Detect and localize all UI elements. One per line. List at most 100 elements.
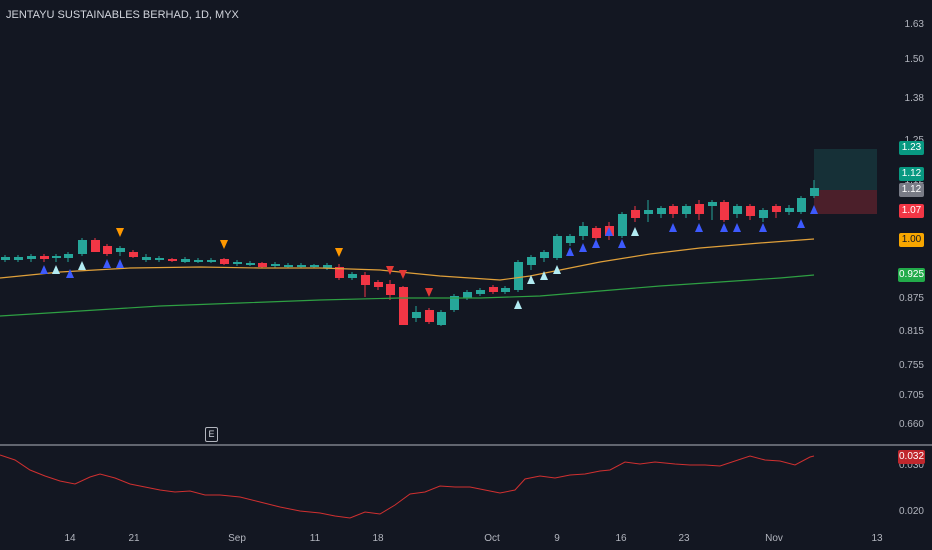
sell-signal-triangle	[386, 266, 394, 275]
buy-signal-triangle	[733, 223, 741, 232]
buy-signal-triangle	[605, 227, 613, 236]
candle-body	[207, 260, 216, 262]
time-tick-label: Sep	[228, 533, 246, 544]
price-tick-label: 0.875	[898, 293, 924, 304]
sell-signal-triangle	[116, 228, 124, 237]
buy-signal-triangle	[566, 247, 574, 256]
candle-body	[361, 275, 370, 285]
candle-body	[720, 202, 729, 220]
candle-body	[246, 263, 255, 265]
candle-body	[103, 246, 112, 254]
candle-body	[374, 282, 383, 287]
sell-signal-triangle	[335, 248, 343, 257]
target-zone	[814, 149, 877, 190]
buy-signal-triangle	[759, 223, 767, 232]
candle-body	[631, 210, 640, 218]
buy-signal-triangle	[40, 265, 48, 274]
candle-body	[785, 208, 794, 212]
stop-price-tag: 1.07	[899, 204, 924, 218]
moving-average-fast	[0, 238, 815, 281]
candle-body	[335, 267, 344, 278]
target-price-tag: 1.23	[899, 141, 924, 155]
candle-body	[271, 264, 280, 266]
indicator-line	[0, 454, 815, 519]
candle-body	[566, 236, 575, 243]
candle-body	[323, 265, 332, 268]
candle-body	[348, 274, 357, 278]
buy-signal-triangle	[810, 205, 818, 214]
candle-body	[682, 206, 691, 214]
indicator-tick-label: 0.020	[898, 506, 924, 517]
price-tick-label: 0.705	[898, 390, 924, 401]
candle-body	[284, 265, 293, 267]
candle-body	[733, 206, 742, 214]
buy-signal-triangle	[116, 259, 124, 268]
candle-body	[91, 240, 100, 252]
ma-slow-tag: 0.925	[898, 268, 925, 282]
candle-body	[810, 188, 819, 196]
price-tick-label: 0.660	[898, 419, 924, 430]
candle-body	[399, 287, 408, 325]
price-tick-label: 1.38	[904, 93, 924, 104]
candle-body	[194, 260, 203, 262]
candle-body	[476, 290, 485, 294]
buy-signal-triangle	[695, 223, 703, 232]
candle-body	[463, 292, 472, 298]
candle-body	[220, 259, 229, 264]
candle-body	[669, 206, 678, 214]
sell-signal-triangle	[220, 240, 228, 249]
moving-average-slow	[0, 274, 815, 317]
candle-body	[437, 312, 446, 325]
candle-body	[78, 240, 87, 254]
buy-signal-triangle	[553, 265, 561, 274]
indicator-value-tag: 0.032	[898, 450, 925, 464]
candle-body	[129, 252, 138, 257]
price-tick-label: 1.25	[905, 135, 924, 146]
candle-body	[14, 257, 23, 260]
candle-body	[233, 262, 242, 264]
price-tick-label: 0.755	[898, 360, 924, 371]
time-tick-label: 11	[309, 533, 321, 544]
candle-body	[155, 258, 164, 260]
stop-zone	[814, 190, 877, 214]
candle-body	[310, 265, 319, 267]
buy-signal-triangle	[527, 275, 535, 284]
buy-signal-triangle	[103, 259, 111, 268]
candle-body	[514, 262, 523, 290]
candle-body	[501, 288, 510, 292]
time-tick-label: 13	[871, 533, 883, 544]
sell-signal-triangle	[425, 288, 433, 297]
candle-body	[450, 296, 459, 310]
candle-body	[772, 206, 781, 212]
candle-body	[644, 210, 653, 214]
time-tick-label: 18	[372, 533, 384, 544]
candle-body	[297, 265, 306, 267]
candle-body	[695, 204, 704, 214]
buy-signal-triangle	[720, 223, 728, 232]
earnings-marker[interactable]: E	[205, 427, 218, 442]
candles	[1, 180, 819, 326]
buy-signal-triangle	[66, 269, 74, 278]
candle-body	[759, 210, 768, 218]
candle-body	[40, 256, 49, 259]
candle-body	[592, 228, 601, 238]
time-tick-label: Nov	[765, 533, 783, 544]
time-tick-label: 16	[615, 533, 627, 544]
candle-body	[142, 257, 151, 260]
candle-body	[181, 259, 190, 262]
candle-body	[708, 202, 717, 206]
candle-body	[618, 214, 627, 236]
candle-body	[168, 259, 177, 261]
candle-body	[412, 312, 421, 318]
signal-markers	[40, 205, 818, 309]
price-tick-label: 1.63	[904, 19, 924, 30]
prev-close-tag: 1.12	[899, 183, 924, 197]
time-tick-label: 21	[128, 533, 140, 544]
candle-body	[579, 226, 588, 236]
indicator-tick-label: 0.030	[898, 460, 924, 471]
buy-signal-triangle	[618, 239, 626, 248]
candle-body	[64, 254, 73, 258]
time-tick-label: 9	[554, 533, 560, 544]
buy-signal-triangle	[514, 300, 522, 309]
